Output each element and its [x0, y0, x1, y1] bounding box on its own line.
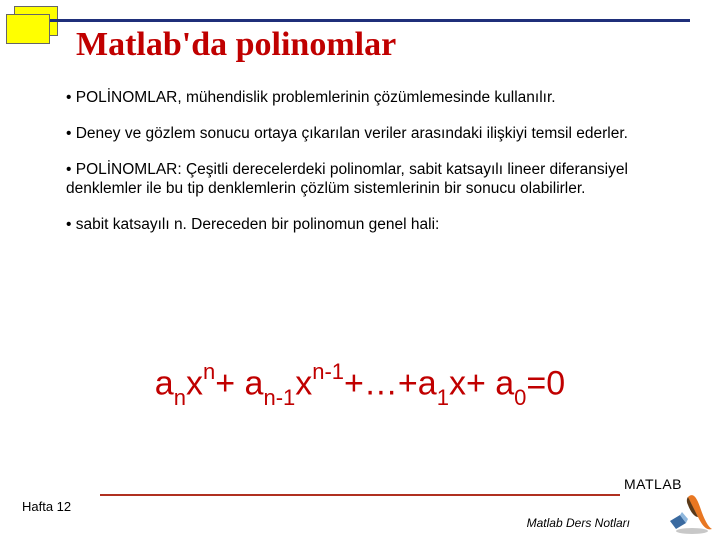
footer-rule [100, 494, 620, 496]
f-eq0: =0 [526, 364, 565, 402]
bullet-4: • sabit katsayılı n. Dereceden bir polin… [66, 215, 666, 235]
footer-left: Hafta 12 [22, 499, 71, 514]
bullet-1: • POLİNOMLAR, mühendislik problemlerinin… [66, 88, 666, 108]
bullet-2: • Deney ve gözlem sonucu ortaya çıkarıla… [66, 124, 666, 144]
f-dots: +…+ [344, 364, 418, 402]
bullet-3: • POLİNOMLAR: Çeşitli derecelerdeki poli… [66, 160, 666, 200]
f-sub-0: 0 [514, 385, 526, 410]
corner-box-front [6, 14, 50, 44]
f-a2: a [245, 364, 264, 402]
f-a1: a [155, 364, 174, 402]
body-text: • POLİNOMLAR, mühendislik problemlerinin… [66, 88, 666, 251]
f-a4: a [495, 364, 514, 402]
f-plus3: + [466, 364, 495, 402]
matlab-icon [668, 493, 714, 535]
brand-label: MATLAB [624, 476, 682, 492]
footer-right: Matlab Ders Notları [527, 516, 630, 530]
f-x3: x [449, 364, 466, 402]
f-sup-n2: n-1 [312, 359, 344, 384]
f-x2: x [295, 364, 312, 402]
polynomial-formula: anxn+ an-1xn-1+…+a1x+ a0=0 [0, 362, 720, 408]
f-x1: x [186, 364, 203, 402]
f-sub-1: 1 [437, 385, 449, 410]
f-a3: a [418, 364, 437, 402]
f-sub-n2: n-1 [263, 385, 295, 410]
page-title: Matlab'da polinomlar [76, 26, 396, 64]
f-sup-n1: n [203, 359, 215, 384]
title-rule [50, 19, 690, 22]
f-sub-n1: n [174, 385, 186, 410]
f-plus1: + [215, 364, 244, 402]
